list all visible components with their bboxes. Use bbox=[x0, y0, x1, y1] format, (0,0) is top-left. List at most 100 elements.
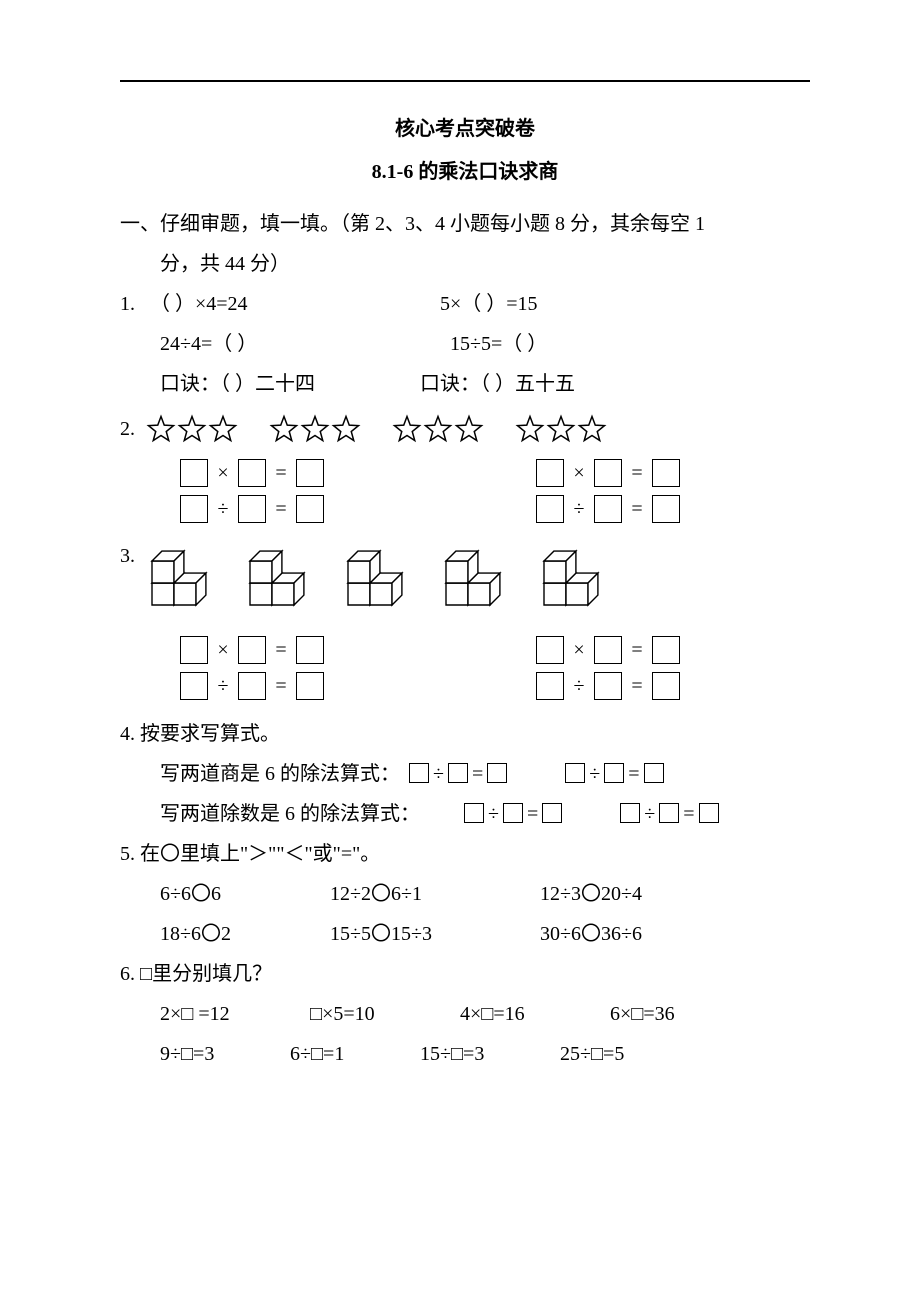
q4-line1: 写两道商是 6 的除法算式： ÷= ÷= bbox=[120, 754, 810, 794]
blank-box[interactable] bbox=[180, 459, 208, 487]
star-icon bbox=[269, 414, 299, 444]
worksheet-page: 核心考点突破卷 8.1-6 的乘法口诀求商 一、仔细审题，填一填。（第 2、3、… bbox=[0, 0, 920, 1302]
star-group bbox=[146, 414, 239, 444]
eq-op: = bbox=[628, 675, 646, 698]
q1-row-a: 1. （ ）×4=24 5×（ ）=15 bbox=[120, 284, 810, 324]
div-op: ÷ bbox=[570, 498, 588, 521]
blank-box[interactable] bbox=[594, 495, 622, 523]
section1-heading-cont: 分，共 44 分） bbox=[120, 244, 810, 284]
div-op: ÷ bbox=[644, 803, 655, 825]
q3-eq-mul-l: × = bbox=[174, 636, 330, 664]
doc-title-1: 核心考点突破卷 bbox=[120, 112, 810, 141]
top-rule bbox=[120, 80, 810, 82]
blank-box[interactable] bbox=[464, 803, 484, 823]
blank-box[interactable] bbox=[652, 459, 680, 487]
q3-eq-div-r: ÷ = bbox=[530, 672, 686, 700]
q5-r1c1: 6÷6〇6 bbox=[160, 874, 330, 914]
star-group bbox=[515, 414, 608, 444]
star-icon bbox=[454, 414, 484, 444]
star-icon bbox=[577, 414, 607, 444]
q6-row1: 2×□ =12 □×5=10 4×□=16 6×□=36 bbox=[120, 994, 810, 1034]
q3-equations: × = ÷ = × bbox=[146, 636, 810, 708]
blank-box[interactable] bbox=[180, 495, 208, 523]
star-icon bbox=[177, 414, 207, 444]
cube-group-icon bbox=[342, 541, 412, 621]
q2-equations: × = ÷ = × bbox=[146, 459, 810, 531]
q2-eq-div-l: ÷ = bbox=[174, 495, 330, 523]
q3: 3. bbox=[120, 541, 810, 708]
q3-visual: × = ÷ = × bbox=[146, 541, 810, 708]
blank-box[interactable] bbox=[652, 495, 680, 523]
blank-box[interactable] bbox=[180, 672, 208, 700]
star-icon bbox=[208, 414, 238, 444]
blank-box[interactable] bbox=[594, 459, 622, 487]
blank-box[interactable] bbox=[652, 636, 680, 664]
eq-op: = bbox=[628, 639, 646, 662]
blank-box[interactable] bbox=[180, 636, 208, 664]
blank-box[interactable] bbox=[448, 763, 468, 783]
q1-number: 1. bbox=[120, 284, 150, 324]
q3-eq-left: × = ÷ = bbox=[174, 636, 330, 708]
q3-number: 3. bbox=[120, 541, 146, 568]
q2-number: 2. bbox=[120, 414, 146, 441]
blank-box[interactable] bbox=[594, 636, 622, 664]
q3-eq-div-l: ÷ = bbox=[174, 672, 330, 700]
blank-box[interactable] bbox=[620, 803, 640, 823]
blank-box[interactable] bbox=[565, 763, 585, 783]
blank-box[interactable] bbox=[503, 803, 523, 823]
blank-box[interactable] bbox=[238, 495, 266, 523]
q5-r1c3: 12÷3〇20÷4 bbox=[540, 874, 642, 914]
blank-box[interactable] bbox=[604, 763, 624, 783]
q6-r2c2: 6÷□=1 bbox=[290, 1034, 420, 1074]
div-op: ÷ bbox=[589, 763, 600, 785]
q2-visual: × = ÷ = × bbox=[146, 414, 810, 531]
eq-op: = bbox=[628, 462, 646, 485]
blank-box[interactable] bbox=[536, 672, 564, 700]
blank-box[interactable] bbox=[659, 803, 679, 823]
blank-box[interactable] bbox=[296, 636, 324, 664]
mul-op: × bbox=[214, 462, 232, 485]
eq-op: = bbox=[527, 803, 538, 825]
blank-box[interactable] bbox=[644, 763, 664, 783]
eq-op: = bbox=[272, 462, 290, 485]
mul-op: × bbox=[570, 462, 588, 485]
blank-box[interactable] bbox=[296, 495, 324, 523]
div-op: ÷ bbox=[570, 675, 588, 698]
mul-op: × bbox=[214, 639, 232, 662]
blank-box[interactable] bbox=[536, 636, 564, 664]
q2-eq-div-r: ÷ = bbox=[530, 495, 686, 523]
eq-op: = bbox=[683, 803, 694, 825]
q1-row-c: 口诀：（ ）二十四 口诀：（ ）五十五 bbox=[120, 364, 810, 404]
q5-head: 5. 在〇里填上"＞""＜"或"="。 bbox=[120, 834, 810, 874]
q6-r2c3: 15÷□=3 bbox=[420, 1034, 560, 1074]
blank-box[interactable] bbox=[238, 672, 266, 700]
q1-b1: 24÷4=（ ） bbox=[160, 324, 450, 364]
blank-box[interactable] bbox=[487, 763, 507, 783]
div-op: ÷ bbox=[433, 763, 444, 785]
q5-r2c1: 18÷6〇2 bbox=[160, 914, 330, 954]
blank-box[interactable] bbox=[296, 459, 324, 487]
blank-box[interactable] bbox=[699, 803, 719, 823]
blank-box[interactable] bbox=[536, 495, 564, 523]
blank-box[interactable] bbox=[594, 672, 622, 700]
q4-head: 4. 按要求写算式。 bbox=[120, 714, 810, 754]
blank-box[interactable] bbox=[536, 459, 564, 487]
cube-group-icon bbox=[244, 541, 314, 621]
blank-box[interactable] bbox=[238, 459, 266, 487]
q5-r2c2: 15÷5〇15÷3 bbox=[330, 914, 540, 954]
blank-box[interactable] bbox=[296, 672, 324, 700]
q6-r1c2: □×5=10 bbox=[310, 994, 460, 1034]
blank-box[interactable] bbox=[409, 763, 429, 783]
blank-box[interactable] bbox=[238, 636, 266, 664]
star-icon bbox=[331, 414, 361, 444]
q3-cubes-row bbox=[146, 541, 810, 626]
blank-box[interactable] bbox=[542, 803, 562, 823]
blank-box[interactable] bbox=[652, 672, 680, 700]
cube-group-icon bbox=[146, 541, 216, 621]
eq-op: = bbox=[628, 498, 646, 521]
q3-eq-right: × = ÷ = bbox=[530, 636, 686, 708]
q2-stars-row bbox=[146, 414, 810, 449]
q6-r2c4: 25÷□=5 bbox=[560, 1034, 624, 1074]
q6-r1c1: 2×□ =12 bbox=[160, 994, 310, 1034]
star-icon bbox=[546, 414, 576, 444]
